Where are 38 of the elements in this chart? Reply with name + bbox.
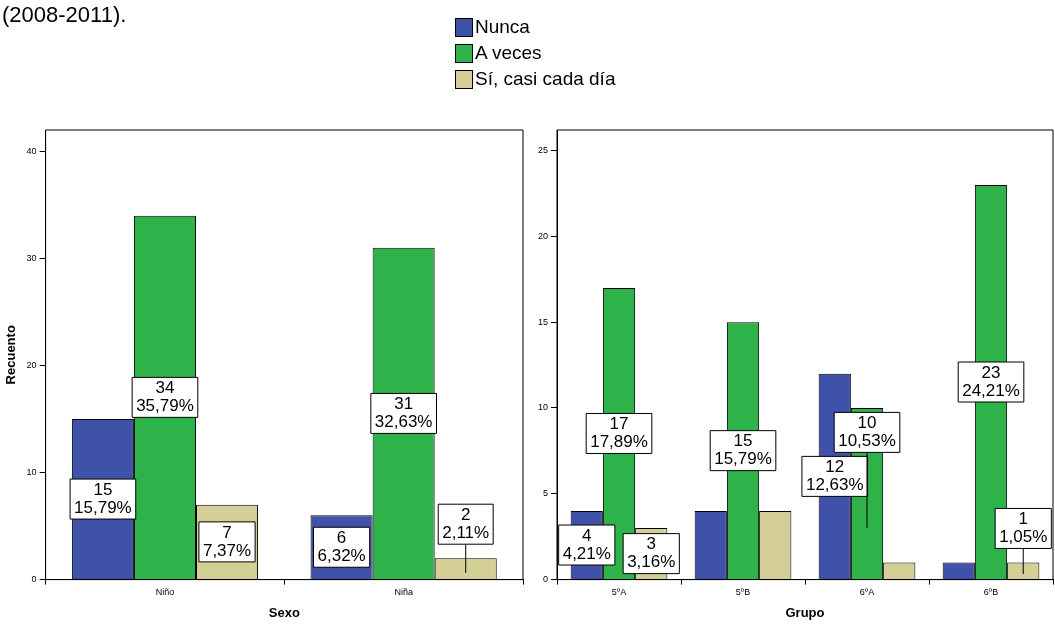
data-label: 34 35,79% bbox=[136, 378, 194, 416]
data-label: 7 7,37% bbox=[202, 522, 252, 560]
y-tick-label: 15 bbox=[538, 316, 549, 327]
data-label: 23 24,21% bbox=[962, 362, 1020, 400]
y-axis-title: Recuento bbox=[3, 325, 19, 385]
y-tick-label: 20 bbox=[538, 230, 549, 241]
data-label: 15 15,79% bbox=[714, 431, 772, 469]
y-tick-label: 0 bbox=[31, 574, 37, 585]
data-label: 15 15,79% bbox=[74, 479, 132, 517]
data-label: 4 4,21% bbox=[562, 525, 611, 563]
x-tick-label: Niña bbox=[394, 587, 413, 598]
data-label: 2 2,11% bbox=[442, 504, 490, 542]
data-label: 1 1,05% bbox=[999, 509, 1048, 547]
legend-label: Sí, casi cada día bbox=[475, 68, 616, 90]
x-tick-label: Niño bbox=[155, 587, 175, 598]
data-label: 6 6,32% bbox=[317, 527, 366, 565]
data-label: 3 3,16% bbox=[627, 534, 676, 572]
data-label: 17 17,89% bbox=[590, 414, 648, 452]
legend-label: A veces bbox=[475, 42, 542, 64]
y-tick-label: 10 bbox=[26, 467, 37, 478]
x-tick-label: 6ºB bbox=[983, 587, 999, 598]
x-tick-label: 5ºB bbox=[735, 587, 751, 598]
x-tick-label: 6ºA bbox=[859, 587, 875, 598]
legend-label: Nunca bbox=[475, 16, 530, 38]
x-axis-title: Sexo bbox=[268, 604, 300, 620]
data-label: 12 12,63% bbox=[805, 457, 864, 495]
y-tick-label: 30 bbox=[26, 252, 37, 263]
data-label: 10 10,53% bbox=[838, 413, 896, 451]
y-tick-label: 0 bbox=[543, 574, 549, 585]
y-tick-label: 40 bbox=[26, 145, 37, 156]
y-tick-label: 10 bbox=[538, 402, 549, 413]
y-tick-label: 5 bbox=[543, 488, 549, 499]
y-tick-label: 25 bbox=[538, 145, 549, 156]
x-axis-title: Grupo bbox=[785, 604, 825, 620]
y-tick-label: 20 bbox=[26, 359, 37, 370]
x-tick-label: 5ºA bbox=[611, 587, 627, 598]
text: (2008-2011). bbox=[2, 2, 127, 28]
data-label: 31 32,63% bbox=[374, 394, 433, 432]
